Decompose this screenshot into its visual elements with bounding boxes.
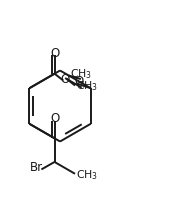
Text: CH$_3$: CH$_3$ [76, 80, 98, 93]
Text: CH$_3$: CH$_3$ [76, 168, 98, 182]
Text: O: O [74, 75, 83, 88]
Text: O: O [50, 47, 59, 60]
Text: O: O [60, 73, 69, 86]
Text: O: O [50, 112, 59, 125]
Text: CH$_3$: CH$_3$ [70, 67, 92, 81]
Text: Br: Br [30, 162, 43, 174]
